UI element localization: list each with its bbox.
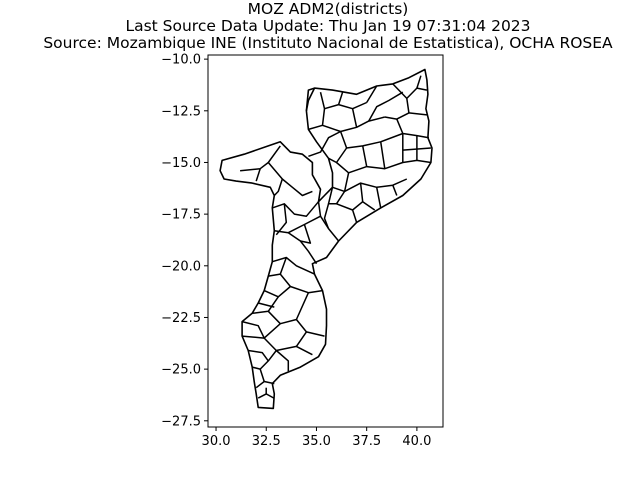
- district-boundary: [252, 350, 277, 370]
- district-boundary: [368, 91, 404, 122]
- x-tick-label: 37.5: [352, 434, 381, 449]
- district-boundary: [352, 201, 364, 211]
- country-outline: [219, 68, 433, 410]
- district-boundary: [366, 85, 378, 103]
- y-tick-label: −22.5: [161, 311, 201, 326]
- district-boundary: [273, 178, 284, 197]
- district-boundary: [272, 201, 320, 217]
- district-boundary: [267, 162, 313, 197]
- y-tick-label: −10.0: [161, 53, 201, 68]
- district-boundary: [255, 168, 261, 182]
- district-boundary: [300, 224, 312, 244]
- axes-frame: [207, 54, 444, 428]
- x-tick-label: 40.0: [402, 434, 431, 449]
- title-line-1: MOZ ADM2(districts): [247, 0, 409, 18]
- lake-shore: [305, 87, 316, 111]
- district-boundary: [351, 108, 385, 129]
- district-boundary: [402, 147, 431, 151]
- y-tick-label: −12.5: [161, 104, 201, 119]
- district-boundary: [406, 87, 428, 114]
- district-boundary: [361, 145, 368, 167]
- title-line-2: Last Source Data Update: Thu Jan 19 07:3…: [125, 17, 531, 35]
- district-boundary: [324, 101, 368, 110]
- district-boundary: [268, 273, 281, 277]
- y-axis: −10.0 −12.5 −15.0 −17.5 −20.0 −22.5 −25.0 −27.5: [161, 53, 208, 429]
- x-tick-label: 32.5: [252, 434, 281, 449]
- district-boundary: [392, 184, 398, 196]
- district-boundary: [323, 203, 330, 229]
- x-tick-label: 30.0: [202, 434, 231, 449]
- y-tick-label: −25.0: [161, 363, 201, 378]
- y-tick-label: −15.0: [161, 156, 201, 171]
- district-boundary: [308, 130, 341, 158]
- district-boundary: [392, 83, 408, 99]
- district-boundary: [240, 145, 281, 172]
- district-boundary: [308, 124, 357, 133]
- district-boundary: [384, 112, 427, 120]
- district-boundary: [332, 178, 408, 193]
- district-boundary: [241, 320, 265, 339]
- y-tick-label: −20.0: [161, 259, 201, 274]
- district-boundary: [416, 75, 422, 89]
- district-boundary: [248, 349, 269, 362]
- district-map: [219, 68, 433, 410]
- x-axis: 30.0 32.5 35.0 37.5 40.0: [202, 427, 431, 449]
- y-tick-label: −17.5: [161, 208, 201, 223]
- district-boundary: [396, 118, 430, 139]
- district-boundary: [267, 292, 310, 325]
- district-boundary: [337, 91, 344, 105]
- district-boundary: [379, 141, 386, 169]
- district-boundary: [317, 201, 322, 217]
- title-line-3: Source: Mozambique INE (Instituto Nacion…: [43, 34, 613, 52]
- district-boundary: [375, 187, 382, 209]
- district-boundary: [272, 256, 315, 275]
- district-boundary: [275, 203, 288, 236]
- district-boundary: [264, 380, 275, 385]
- district-boundary: [258, 302, 275, 308]
- figure-title: MOZ ADM2(districts) Last Source Data Upd…: [0, 1, 640, 52]
- x-tick-label: 35.0: [302, 434, 331, 449]
- district-boundary: [275, 349, 290, 372]
- y-tick-label: −27.5: [161, 414, 201, 429]
